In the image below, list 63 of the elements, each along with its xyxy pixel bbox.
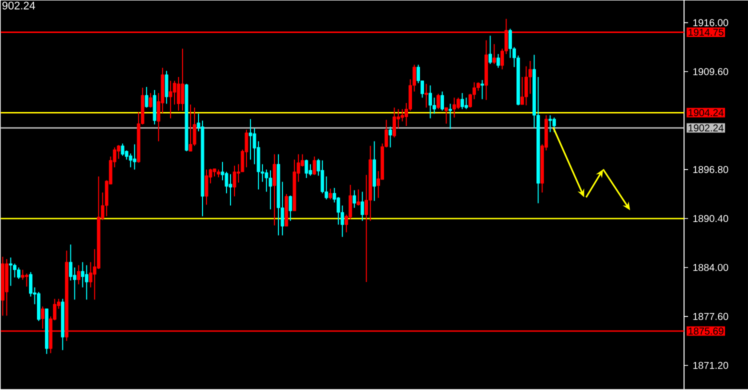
candlestick	[428, 85, 432, 119]
ref-line-label: 1902.24	[688, 124, 724, 132]
candlestick	[168, 80, 172, 119]
candlestick	[84, 264, 88, 300]
candlestick	[436, 94, 440, 110]
candlestick	[388, 126, 392, 148]
candlestick	[548, 114, 552, 133]
candlestick	[17, 267, 20, 280]
candlestick	[304, 159, 308, 179]
y-tick-label: 1877.60	[693, 313, 728, 320]
candlestick	[76, 264, 80, 286]
candlestick	[228, 174, 232, 206]
candlestick	[40, 306, 44, 330]
candlestick	[312, 156, 316, 176]
candlestick	[268, 170, 272, 210]
candlestick	[144, 86, 148, 108]
y-tick-label: 1871.20	[693, 362, 728, 370]
candlestick	[528, 60, 532, 95]
candlestick	[308, 164, 312, 176]
candlestick	[480, 80, 484, 100]
candlestick	[180, 48, 184, 112]
y-tick-label: 1916.00	[693, 19, 728, 26]
y-tick-label: 1890.40	[693, 215, 728, 222]
ref-line-label: 1875.69	[688, 328, 724, 335]
candlestick	[444, 107, 448, 124]
candlestick	[424, 84, 428, 108]
candlestick	[452, 97, 456, 118]
candlestick	[13, 263, 16, 278]
y-tick-label: 1896.80	[693, 166, 728, 174]
candlestick	[232, 165, 236, 198]
candlestick	[492, 44, 496, 65]
ref-line-label: 1914.75	[688, 28, 724, 36]
candlestick	[464, 97, 468, 110]
candlestick	[360, 191, 364, 222]
candlestick	[132, 144, 136, 170]
candlestick	[188, 104, 192, 152]
candlestick	[460, 92, 464, 110]
candlestick	[24, 273, 28, 288]
candlestick	[288, 195, 292, 222]
y-tick-label: 1909.60	[693, 68, 728, 76]
candlestick	[120, 143, 124, 156]
y-tick-label: 1884.00	[693, 264, 728, 272]
candlestick	[244, 129, 248, 168]
candlestick	[204, 169, 208, 206]
candlestick	[552, 117, 556, 133]
candlestick	[116, 144, 120, 160]
ref-line-label: 1904.24	[688, 109, 724, 116]
candlestick	[176, 76, 180, 112]
candlestick	[148, 92, 152, 108]
candlestick	[392, 107, 396, 138]
candlestick	[248, 118, 252, 160]
candlestick	[320, 160, 324, 194]
candlestick	[488, 35, 492, 65]
candlestick	[272, 154, 276, 226]
candlestick	[9, 257, 12, 287]
candlestick	[356, 189, 360, 206]
candlestick	[440, 91, 444, 112]
candlestick	[352, 190, 356, 209]
candlestick	[496, 54, 500, 69]
candlestick	[448, 103, 452, 130]
chart-title: 902.24	[2, 2, 36, 10]
candlestick	[328, 188, 332, 200]
candlestick	[164, 70, 168, 104]
